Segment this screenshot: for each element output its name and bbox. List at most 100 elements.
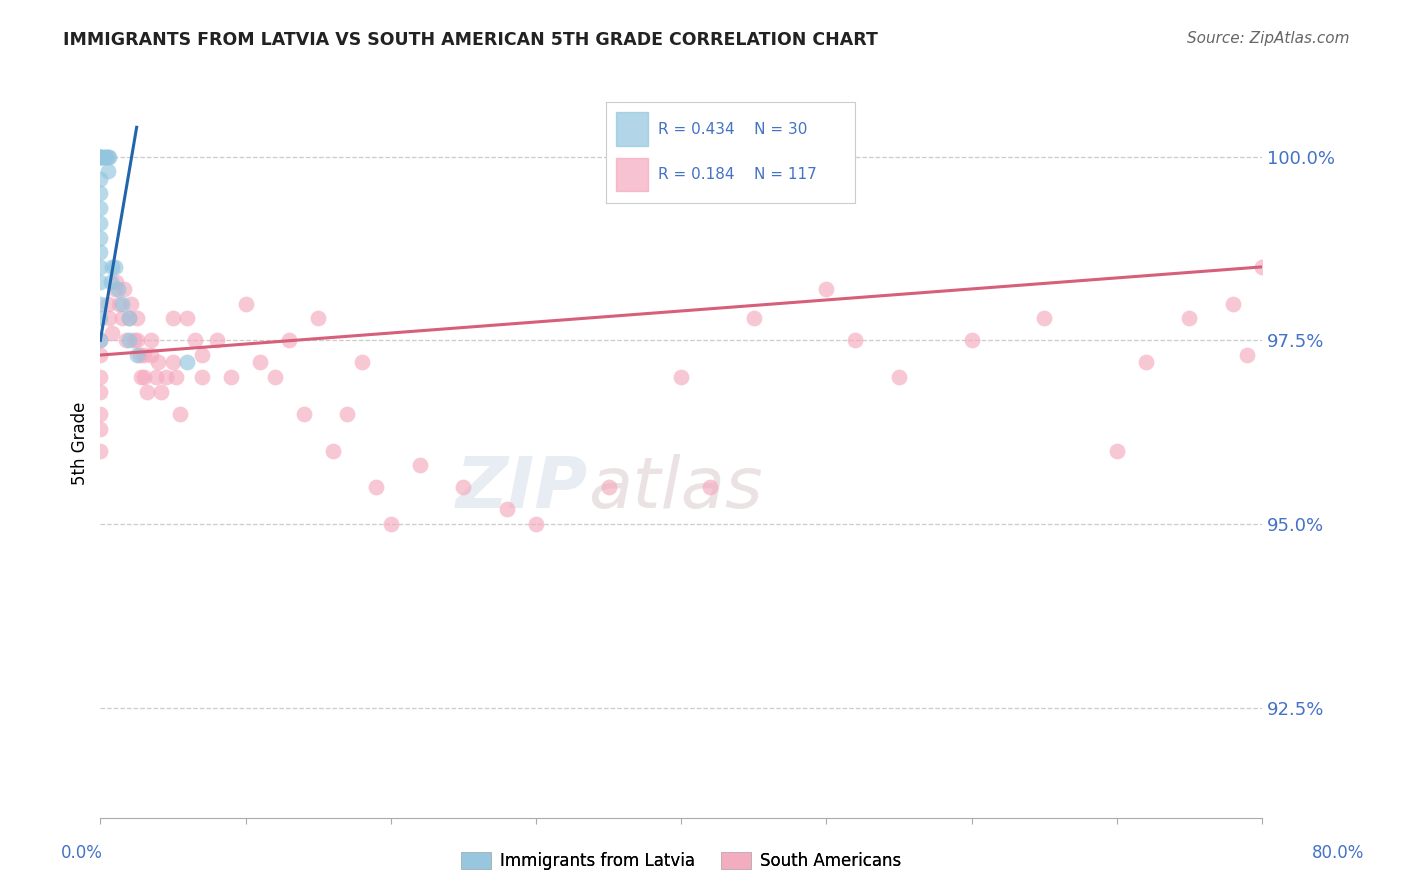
Point — [162, 311, 184, 326]
Point — [128, 348, 150, 362]
Point — [89, 384, 111, 399]
Point — [89, 334, 111, 348]
Point — [111, 311, 134, 326]
Point — [1135, 355, 1157, 369]
Point — [292, 407, 315, 421]
Point — [141, 348, 163, 362]
Point — [249, 355, 271, 369]
Point — [191, 370, 214, 384]
Point — [205, 334, 228, 348]
Text: atlas: atlas — [588, 454, 763, 523]
Point — [129, 370, 152, 384]
Point — [105, 275, 128, 289]
Point — [101, 326, 124, 340]
Point — [669, 370, 692, 384]
Point — [97, 150, 120, 164]
Point — [176, 355, 198, 369]
Text: IMMIGRANTS FROM LATVIA VS SOUTH AMERICAN 5TH GRADE CORRELATION CHART: IMMIGRANTS FROM LATVIA VS SOUTH AMERICAN… — [63, 31, 879, 49]
Point — [183, 334, 205, 348]
Point — [89, 260, 111, 274]
Point — [1236, 348, 1258, 362]
Point — [148, 355, 170, 369]
Point — [125, 334, 148, 348]
Point — [191, 348, 214, 362]
Point — [89, 150, 111, 164]
Point — [98, 311, 121, 326]
Point — [118, 334, 141, 348]
Point — [235, 296, 257, 310]
Point — [409, 458, 432, 473]
Point — [89, 230, 111, 244]
Point — [278, 334, 301, 348]
Point — [89, 348, 111, 362]
Point — [97, 296, 120, 310]
Point — [89, 216, 111, 230]
Point — [162, 355, 184, 369]
Point — [125, 311, 148, 326]
Point — [524, 516, 547, 531]
Point — [219, 370, 242, 384]
Point — [89, 421, 111, 435]
Point — [350, 355, 373, 369]
Point — [496, 502, 519, 516]
Point — [1033, 311, 1056, 326]
Point — [112, 282, 135, 296]
Point — [89, 186, 111, 201]
Point — [107, 282, 129, 296]
Point — [960, 334, 983, 348]
Point — [1251, 260, 1274, 274]
Point — [104, 282, 127, 296]
Point — [1222, 296, 1244, 310]
Point — [118, 311, 141, 326]
Point — [89, 296, 111, 310]
Point — [120, 296, 142, 310]
Point — [150, 384, 173, 399]
Point — [89, 150, 111, 164]
Y-axis label: 5th Grade: 5th Grade — [72, 401, 89, 485]
Point — [93, 150, 115, 164]
Point — [115, 334, 138, 348]
Point — [89, 407, 111, 421]
Point — [89, 245, 111, 260]
Point — [125, 348, 148, 362]
Point — [742, 311, 765, 326]
Text: 0.0%: 0.0% — [60, 844, 103, 862]
Point — [89, 171, 111, 186]
Point — [336, 407, 359, 421]
Point — [135, 384, 157, 399]
Point — [104, 260, 127, 274]
Point — [887, 370, 910, 384]
Point — [89, 150, 111, 164]
Point — [322, 443, 344, 458]
Point — [380, 516, 402, 531]
Point — [699, 480, 721, 494]
Text: 80.0%: 80.0% — [1312, 844, 1365, 862]
Point — [1178, 311, 1201, 326]
Point — [101, 260, 124, 274]
Point — [96, 150, 118, 164]
Point — [307, 311, 329, 326]
Point — [263, 370, 285, 384]
Point — [141, 334, 163, 348]
Point — [89, 334, 111, 348]
Point — [89, 201, 111, 215]
Point — [122, 334, 145, 348]
Point — [145, 370, 167, 384]
Point — [453, 480, 475, 494]
Point — [89, 370, 111, 384]
Point — [598, 480, 620, 494]
Legend: Immigrants from Latvia, South Americans: Immigrants from Latvia, South Americans — [454, 846, 908, 877]
Point — [111, 296, 134, 310]
Point — [169, 407, 191, 421]
Point — [89, 150, 111, 164]
Text: ZIP: ZIP — [456, 454, 588, 523]
Point — [1105, 443, 1128, 458]
Point — [89, 443, 111, 458]
Point — [366, 480, 388, 494]
Point — [132, 348, 155, 362]
Point — [98, 150, 121, 164]
Point — [89, 275, 111, 289]
Point — [165, 370, 187, 384]
Point — [118, 311, 141, 326]
Point — [91, 150, 114, 164]
